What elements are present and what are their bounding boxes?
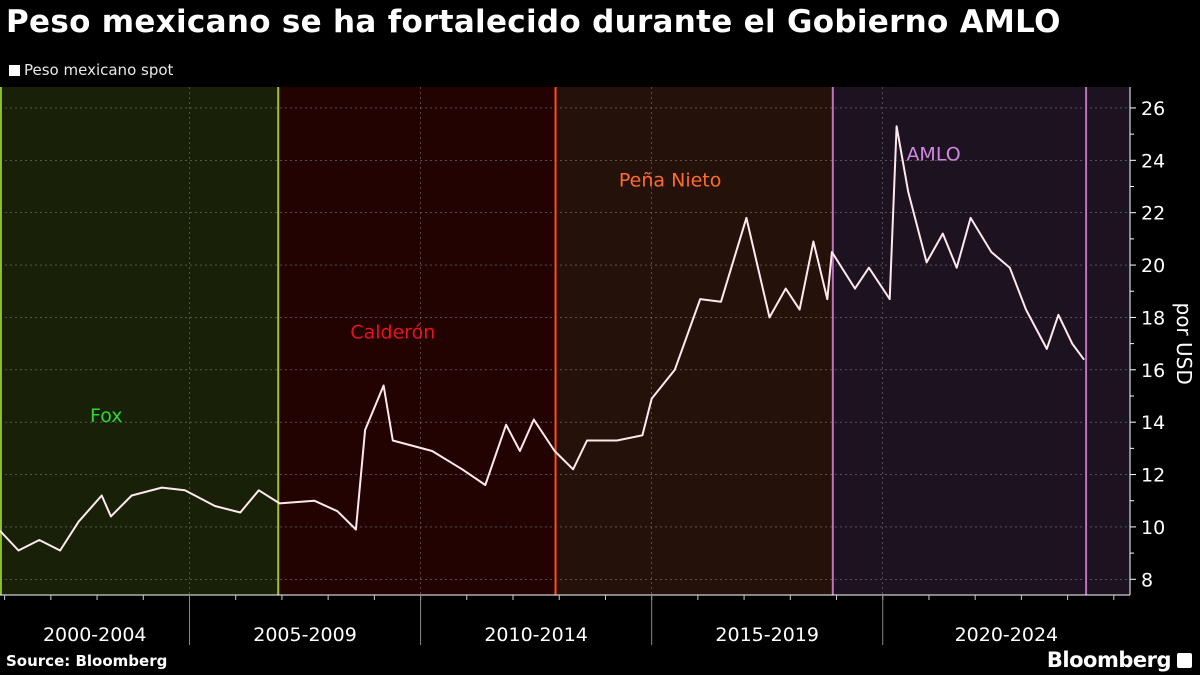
data-point: [364, 429, 366, 431]
data-point: [955, 266, 958, 269]
data-point: [1046, 348, 1048, 350]
bloomberg-logo: Bloomberg: [1047, 648, 1192, 672]
data-point: [100, 494, 103, 497]
data-point: [586, 439, 588, 442]
source-note: Source: Bloomberg: [6, 652, 168, 670]
data-point: [278, 502, 281, 505]
data-point: [533, 418, 535, 421]
data-point: [826, 298, 829, 300]
data-point: [184, 489, 186, 492]
data-point: [942, 232, 944, 235]
period-label: Calderón: [350, 321, 435, 343]
data-point: [888, 298, 891, 300]
data-point: [553, 450, 556, 452]
period-label: Peña Nieto: [619, 170, 721, 192]
x-period-label: 2000-2004: [43, 624, 147, 646]
y-tick-label: 20: [1141, 255, 1165, 277]
data-point: [355, 528, 357, 531]
data-point: [1057, 314, 1060, 316]
legend-label: Peso mexicano spot: [24, 61, 174, 79]
data-point: [17, 549, 20, 552]
data-point: [38, 539, 41, 541]
y-axis-label: por USD: [1172, 302, 1196, 384]
data-point: [1025, 308, 1027, 311]
y-tick-label: 26: [1141, 98, 1165, 120]
data-point: [392, 439, 394, 442]
data-point: [699, 298, 701, 300]
logo-text: Bloomberg: [1046, 648, 1172, 672]
data-point: [650, 397, 653, 400]
data-point: [313, 499, 316, 502]
data-point: [258, 489, 260, 492]
data-point: [812, 240, 815, 243]
data-point: [77, 520, 80, 523]
period-label: Fox: [90, 405, 123, 427]
data-point: [461, 468, 463, 471]
data-point: [572, 468, 574, 471]
data-point: [868, 266, 870, 269]
data-point: [1082, 358, 1085, 361]
data-point: [641, 434, 644, 437]
period-background: [278, 87, 556, 595]
y-tick-label: 24: [1141, 150, 1165, 172]
chart-title: Peso mexicano se ha fortalecido durante …: [6, 4, 1061, 40]
period-background: [555, 87, 833, 595]
data-point: [0, 530, 1, 532]
data-point: [130, 494, 133, 497]
data-point: [1009, 266, 1011, 269]
data-point: [505, 423, 507, 426]
data-point: [519, 450, 521, 452]
period-background: [832, 87, 1130, 595]
data-point: [784, 287, 787, 290]
data-point: [239, 511, 242, 514]
data-point: [59, 549, 61, 552]
y-tick-label: 8: [1141, 569, 1153, 591]
legend-swatch: [9, 64, 20, 76]
y-tick-label: 14: [1141, 412, 1165, 434]
data-point: [798, 308, 801, 311]
x-period-label: 2005-2009: [253, 624, 357, 646]
data-point: [925, 261, 928, 264]
series-line-peso-spot: [0, 125, 1085, 552]
data-point: [673, 369, 676, 371]
data-point: [214, 505, 216, 507]
data-point: [160, 486, 163, 489]
data-point: [720, 300, 722, 303]
data-point: [745, 217, 748, 219]
period-label: AMLO: [906, 143, 960, 165]
data-point: [990, 251, 993, 253]
data-point: [1071, 342, 1074, 345]
data-point: [907, 190, 909, 193]
y-tick-label: 12: [1141, 465, 1165, 487]
period-background: [0, 87, 279, 595]
y-tick-label: 22: [1141, 203, 1165, 225]
data-point: [895, 125, 898, 128]
data-point: [484, 484, 487, 486]
data-point: [768, 316, 771, 319]
x-period-label: 2015-2019: [715, 624, 819, 646]
legend: Peso mexicano spot: [9, 61, 173, 79]
data-point: [831, 251, 833, 253]
y-tick-label: 10: [1141, 517, 1165, 539]
data-point: [969, 217, 972, 219]
data-point: [854, 287, 856, 290]
data-point: [336, 510, 339, 513]
data-point: [431, 450, 433, 452]
x-period-label: 2020-2024: [955, 624, 1059, 646]
y-tick-label: 16: [1141, 360, 1165, 382]
data-point: [382, 384, 385, 387]
data-point: [616, 439, 618, 442]
x-period-label: 2010-2014: [484, 624, 588, 646]
data-point: [110, 515, 112, 518]
chart-icon: [1177, 652, 1192, 668]
y-tick-label: 18: [1141, 307, 1165, 329]
